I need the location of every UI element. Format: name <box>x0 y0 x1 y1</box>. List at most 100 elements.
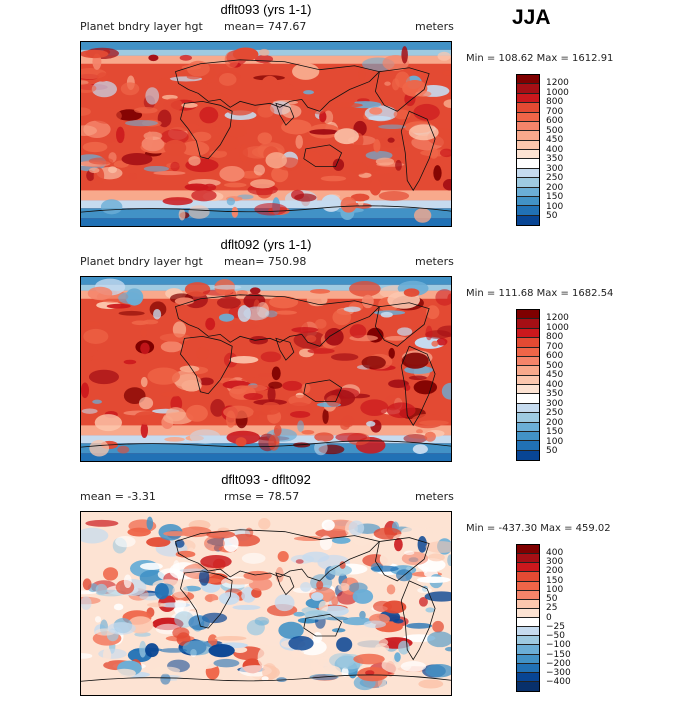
colorbar-tick-label: 150 <box>546 427 564 437</box>
colorbar-swatch <box>517 75 539 85</box>
colorbar-swatch <box>517 663 539 673</box>
colorbar-tick-label: 100 <box>546 584 564 595</box>
panel-title: dflt093 (yrs 1-1) <box>220 2 312 17</box>
field-contour-patch <box>146 516 154 531</box>
field-contour-patch <box>291 327 319 333</box>
field-contour-patch <box>361 294 374 309</box>
field-contour-patch <box>269 296 299 309</box>
field-contour-patch <box>226 323 260 330</box>
colorbar-swatch <box>517 103 539 113</box>
field-contour-patch <box>439 148 451 158</box>
field-contour-patch <box>116 126 125 144</box>
field-contour-patch <box>369 107 383 115</box>
colorbar-tick-label: 700 <box>546 341 564 352</box>
field-contour-patch <box>200 554 232 569</box>
field-contour-patch <box>116 109 143 121</box>
field-contour-patch <box>365 150 393 160</box>
colorbar-swatch <box>517 375 539 385</box>
colorbar-swatch <box>517 450 539 460</box>
colorbar-swatch <box>517 422 539 432</box>
field-contour-patch <box>209 600 226 611</box>
field-contour-patch <box>181 102 198 108</box>
field-contour-patch <box>154 583 169 600</box>
field-contour-patch <box>433 165 442 181</box>
colorbar-swatch <box>517 645 539 655</box>
colorbar-tick-label: −400 <box>546 677 571 688</box>
field-contour-patch <box>416 576 451 584</box>
field-contour-patch <box>182 640 213 656</box>
field-contour-patch <box>431 340 439 347</box>
colorbar-tick-label: 250 <box>546 173 564 183</box>
field-contour-patch <box>328 564 352 576</box>
field-contour-patch <box>314 432 334 442</box>
field-contour-patch <box>293 536 325 542</box>
field-contour-patch <box>425 541 451 553</box>
colorbar-tick-label: 300 <box>546 163 564 174</box>
field-contour-patch <box>338 582 350 592</box>
coastline <box>374 537 430 582</box>
field-contour-patch <box>102 647 112 663</box>
field-contour-patch <box>145 87 160 105</box>
minmax-label: Min = -437.30 Max = 459.02 <box>466 523 611 534</box>
field-contour-patch <box>225 578 254 585</box>
colorbar-swatch <box>517 672 539 682</box>
colorbar-swatch <box>517 413 539 423</box>
colorbar-swatch <box>517 84 539 94</box>
field-contour-patch <box>232 47 259 61</box>
field-contour-patch <box>444 646 451 652</box>
field-contour-patch <box>321 665 341 676</box>
field-contour-patch <box>301 383 311 394</box>
colorbar-swatch <box>517 215 539 225</box>
variable-label: Planet bndry layer hgt <box>80 20 203 33</box>
field-contour-patch <box>226 430 261 445</box>
field-contour-patch <box>321 519 335 531</box>
colorbar-swatch <box>517 310 539 320</box>
field-contour-patch <box>191 131 212 142</box>
colorbar-tick-label: 500 <box>546 125 564 136</box>
field-contour-patch <box>226 197 236 206</box>
field-contour-patch <box>294 193 317 202</box>
field-contour-patch <box>418 679 444 689</box>
field-contour-patch <box>401 526 426 537</box>
colorbar-swatch <box>517 112 539 122</box>
field-contour-patch <box>314 440 328 456</box>
colorbar-tick-label: 1000 <box>546 322 569 333</box>
field-contour-patch <box>180 141 210 156</box>
coastline <box>180 100 233 160</box>
panel-dflt093: dflt093 (yrs 1-1) Planet bndry layer hgt… <box>0 0 700 232</box>
field-contour-patch <box>331 628 346 633</box>
field-contour-patch <box>320 175 347 182</box>
field-contour-patch <box>241 377 265 382</box>
coastline <box>400 345 436 427</box>
field-contour-patch <box>401 352 429 369</box>
field-contour-patch <box>142 319 159 325</box>
colorbar-swatch <box>517 681 539 691</box>
colorbar-swatch <box>517 608 539 618</box>
field-contour-patch <box>81 653 93 659</box>
field-contour-patch <box>413 103 440 121</box>
field-contour-patch <box>412 444 428 454</box>
field-contour-patch <box>393 618 404 624</box>
field-contour-patch <box>257 373 274 378</box>
colorbar-tick-label: 150 <box>546 192 564 202</box>
field-contour-patch <box>133 411 160 425</box>
field-contour-patch <box>403 288 420 297</box>
coastline <box>81 440 451 448</box>
colorbar-tick-label: −150 <box>546 649 571 660</box>
colorbar-tick-label: 200 <box>546 566 564 577</box>
colorbar-tick-label: 250 <box>546 408 564 418</box>
field-contour-patch <box>295 559 304 564</box>
field-contour-patch <box>260 351 282 363</box>
colorbar-swatch <box>517 196 539 207</box>
field-contour-patch <box>83 328 109 344</box>
world-map-difference <box>80 511 452 696</box>
field-contour-patch <box>210 398 226 417</box>
field-contour-patch <box>118 310 145 316</box>
mean-label: mean= 750.98 <box>224 255 307 268</box>
field-contour-patch <box>295 134 303 149</box>
field-contour-patch <box>353 653 385 665</box>
colorbar-tick-label: 100 <box>546 436 564 447</box>
field-contour-patch <box>113 603 124 611</box>
field-contour-patch <box>360 399 389 416</box>
coastline <box>400 110 436 192</box>
